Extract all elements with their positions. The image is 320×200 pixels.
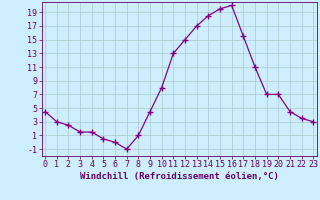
X-axis label: Windchill (Refroidissement éolien,°C): Windchill (Refroidissement éolien,°C): [80, 172, 279, 181]
